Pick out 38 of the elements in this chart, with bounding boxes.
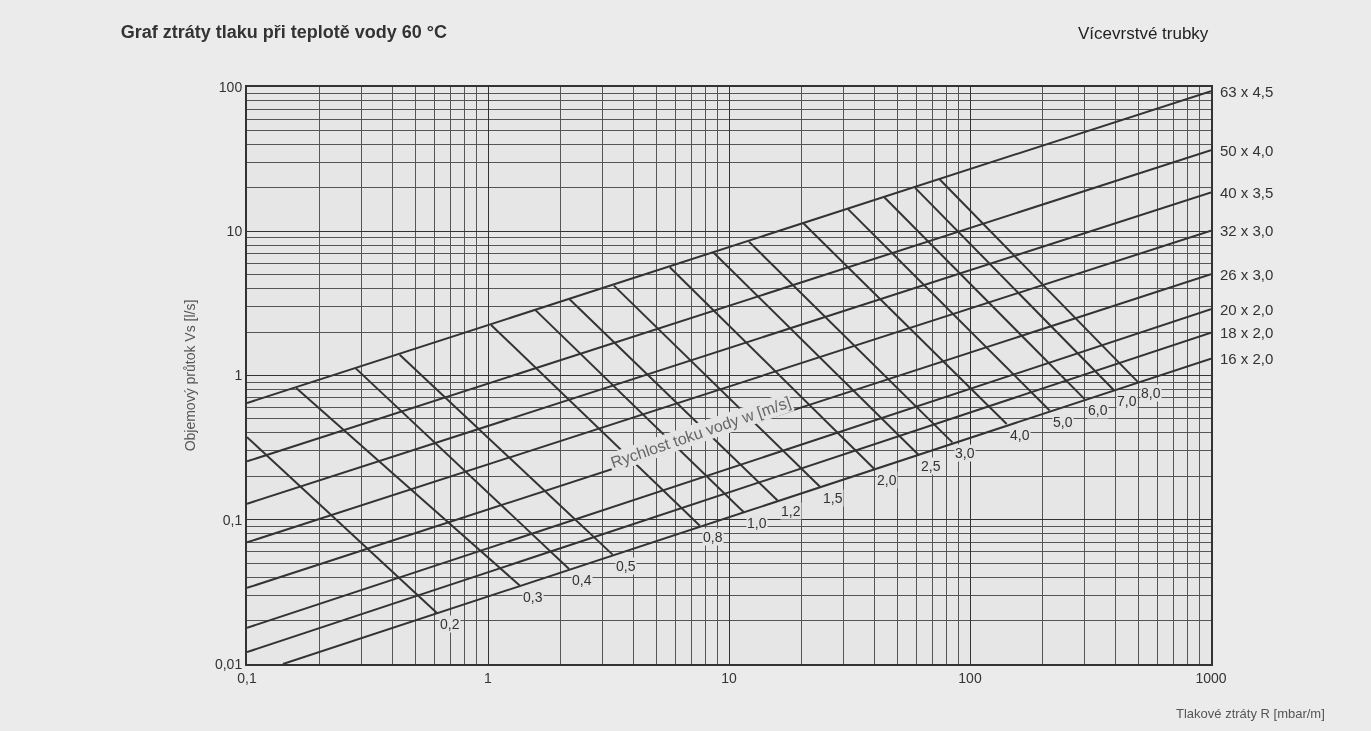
series-label: 1,2 bbox=[781, 503, 801, 519]
series-label: 18 x 2,0 bbox=[1220, 324, 1274, 341]
series-label: 50 x 4,0 bbox=[1220, 142, 1274, 159]
series-label: 0,4 bbox=[572, 572, 592, 588]
series-label: 7,0 bbox=[1117, 393, 1137, 409]
series-label: 26 x 3,0 bbox=[1220, 266, 1274, 283]
chart-title: Graf ztráty tlaku při teplotě vody 60 °C bbox=[120, 22, 447, 43]
series-label: 3,0 bbox=[955, 445, 975, 461]
x-tick-label: 10 bbox=[721, 669, 737, 686]
x-tick-label: 1 bbox=[484, 669, 493, 686]
x-tick-label: 100 bbox=[958, 669, 982, 686]
series-label: 0,3 bbox=[523, 589, 543, 605]
x-axis-title: Tlakové ztráty R [mbar/m] bbox=[1176, 706, 1325, 721]
x-tick-label: 0,1 bbox=[237, 669, 257, 686]
series-label: 8,0 bbox=[1141, 385, 1161, 401]
y-tick-label: 0,1 bbox=[222, 511, 243, 528]
series-label: 1,5 bbox=[823, 490, 843, 506]
series-label: 0,2 bbox=[440, 616, 460, 632]
y-tick-label: 1 bbox=[234, 367, 243, 384]
series-label: 63 x 4,5 bbox=[1220, 83, 1274, 100]
series-label: 0,8 bbox=[703, 529, 723, 545]
series-label: 5,0 bbox=[1053, 414, 1073, 430]
series-label: 40 x 3,5 bbox=[1220, 184, 1274, 201]
series-label: 20 x 2,0 bbox=[1220, 301, 1274, 318]
series-label: 4,0 bbox=[1010, 427, 1030, 443]
y-tick-label: 100 bbox=[218, 78, 243, 95]
series-label: 0,5 bbox=[616, 558, 636, 574]
series-label: 6,0 bbox=[1088, 402, 1108, 418]
y-axis-title: Objemový průtok Vs [l/s] bbox=[182, 299, 199, 452]
y-tick-label: 10 bbox=[226, 223, 243, 240]
series-label: 32 x 3,0 bbox=[1220, 222, 1274, 239]
series-label: 16 x 2,0 bbox=[1220, 350, 1274, 367]
chart-subtitle: Vícevrstvé trubky bbox=[1078, 24, 1209, 43]
series-label: 2,5 bbox=[921, 458, 941, 474]
y-tick-label: 0,01 bbox=[214, 655, 243, 672]
series-label: 2,0 bbox=[877, 472, 897, 488]
x-tick-label: 1000 bbox=[1195, 669, 1227, 686]
series-label: 1,0 bbox=[747, 515, 767, 531]
